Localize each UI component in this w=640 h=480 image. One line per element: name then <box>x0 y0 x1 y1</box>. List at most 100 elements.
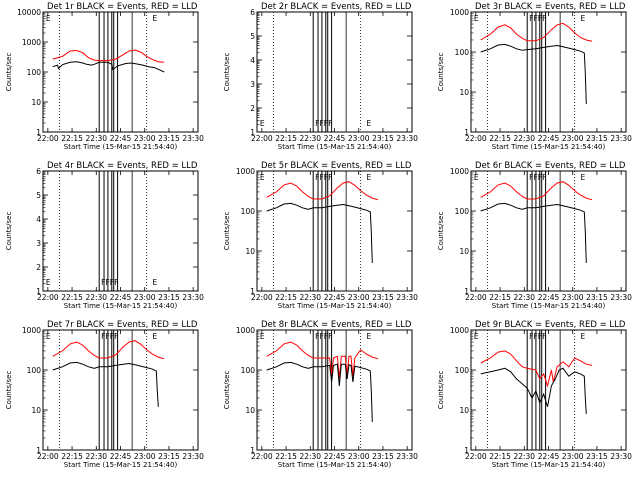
x-tick-label: 22:45 <box>538 134 560 143</box>
series-lld-line <box>266 341 379 379</box>
chart-title: Det 1r BLACK = Events, RED = LLD <box>47 2 198 12</box>
x-tick-label: 23:30 <box>182 134 204 143</box>
y-tick-label: 1000 <box>450 8 469 17</box>
flag-e: E <box>46 278 51 287</box>
x-tick-label: 23:15 <box>586 293 608 302</box>
y-tick-label: 10 <box>459 88 469 97</box>
x-tick-label: 23:30 <box>182 293 204 302</box>
y-tick-label: 10 <box>459 406 469 415</box>
y-tick-label: 10 <box>245 247 255 256</box>
y-tick-label: 2 <box>36 263 41 272</box>
flag-e: E <box>580 173 585 182</box>
x-axis-label: Start Time (15-Mar-15 21:54:40) <box>64 461 178 469</box>
y-tick-label: 100 <box>27 366 42 375</box>
x-tick-label: 22:15 <box>275 293 297 302</box>
y-axis-label: Counts/sec <box>5 371 13 410</box>
x-tick-label: 22:00 <box>251 452 273 461</box>
x-axis-label: Start Time (15-Mar-15 21:54:40) <box>64 143 178 151</box>
series-lld-line <box>480 350 593 388</box>
chart-title: Det 5r BLACK = Events, RED = LLD <box>261 161 412 171</box>
series-events-line <box>266 202 373 264</box>
x-tick-label: 23:15 <box>372 293 394 302</box>
chart-title: Det 7r BLACK = Events, RED = LLD <box>47 320 198 330</box>
y-tick-label: 1 <box>250 128 255 137</box>
x-axis-label: Start Time (15-Mar-15 21:54:40) <box>278 143 392 151</box>
series-events-line <box>52 361 159 407</box>
y-tick-label: 100 <box>455 366 470 375</box>
flag-e: E <box>152 332 157 341</box>
y-tick-label: 4 <box>250 56 255 65</box>
x-tick-label: 23:30 <box>396 293 418 302</box>
y-axis-label: Counts/sec <box>437 371 445 410</box>
plot-frame <box>42 11 199 133</box>
x-tick-label: 22:15 <box>489 293 511 302</box>
flag-ffff: FFFF <box>315 332 332 341</box>
x-tick-label: 22:15 <box>275 452 297 461</box>
x-tick-label: 22:30 <box>513 293 535 302</box>
x-axis-label: Start Time (15-Mar-15 21:54:40) <box>492 143 606 151</box>
flag-ffff: FFFF <box>315 173 332 182</box>
x-tick-label: 22:00 <box>37 293 59 302</box>
y-tick-label: 3 <box>36 239 41 248</box>
x-tick-label: 23:00 <box>562 452 584 461</box>
series-lld-line <box>52 49 165 63</box>
chart-title: Det 9r BLACK = Events, RED = LLD <box>475 320 626 330</box>
x-axis-label: Start Time (15-Mar-15 21:54:40) <box>492 302 606 310</box>
y-tick-label: 1 <box>36 287 41 296</box>
y-tick-label: 1000 <box>236 167 255 176</box>
y-axis-label: Counts/sec <box>437 53 445 92</box>
x-tick-label: 22:45 <box>324 452 346 461</box>
flag-e: E <box>366 173 371 182</box>
x-tick-label: 22:45 <box>110 293 132 302</box>
y-tick-label: 2 <box>250 104 255 113</box>
x-axis-label: Start Time (15-Mar-15 21:54:40) <box>278 302 392 310</box>
x-tick-label: 22:30 <box>299 293 321 302</box>
x-tick-label: 23:00 <box>562 134 584 143</box>
flag-e: E <box>474 173 479 182</box>
flag-ffff: FFFF <box>529 173 546 182</box>
x-tick-label: 23:30 <box>610 452 632 461</box>
plot-frame <box>42 170 199 292</box>
x-tick-label: 23:15 <box>372 134 394 143</box>
x-tick-label: 22:15 <box>489 134 511 143</box>
x-tick-label: 23:00 <box>562 293 584 302</box>
y-axis-label: Counts/sec <box>437 212 445 251</box>
y-tick-label: 1000 <box>22 326 41 335</box>
x-tick-label: 22:30 <box>299 134 321 143</box>
chart-title: Det 3r BLACK = Events, RED = LLD <box>475 2 626 12</box>
y-tick-label: 1 <box>464 128 469 137</box>
x-tick-label: 23:00 <box>134 293 156 302</box>
y-tick-label: 100 <box>241 207 256 216</box>
y-tick-label: 100 <box>241 366 256 375</box>
x-tick-label: 22:30 <box>299 452 321 461</box>
x-tick-label: 23:00 <box>348 293 370 302</box>
x-tick-label: 23:30 <box>610 134 632 143</box>
chart-title: Det 6r BLACK = Events, RED = LLD <box>475 161 626 171</box>
flag-e: E <box>46 14 51 23</box>
y-axis-label: Counts/sec <box>5 212 13 251</box>
y-tick-label: 6 <box>250 8 255 17</box>
x-tick-label: 22:00 <box>251 134 273 143</box>
flag-e: E <box>580 332 585 341</box>
flag-e: E <box>260 119 265 128</box>
y-axis-label: Counts/sec <box>223 212 231 251</box>
x-tick-label: 22:00 <box>465 452 487 461</box>
x-tick-label: 22:15 <box>61 134 83 143</box>
y-tick-label: 6 <box>36 167 41 176</box>
y-tick-label: 100 <box>455 207 470 216</box>
x-tick-label: 22:30 <box>85 452 107 461</box>
x-tick-label: 23:15 <box>372 452 394 461</box>
x-tick-label: 23:30 <box>182 452 204 461</box>
x-tick-label: 23:15 <box>158 293 180 302</box>
x-tick-label: 22:45 <box>538 293 560 302</box>
plot-frame <box>256 11 413 133</box>
flag-ffff: FFFF <box>529 14 546 23</box>
x-tick-label: 22:00 <box>251 293 273 302</box>
x-tick-label: 23:30 <box>396 134 418 143</box>
